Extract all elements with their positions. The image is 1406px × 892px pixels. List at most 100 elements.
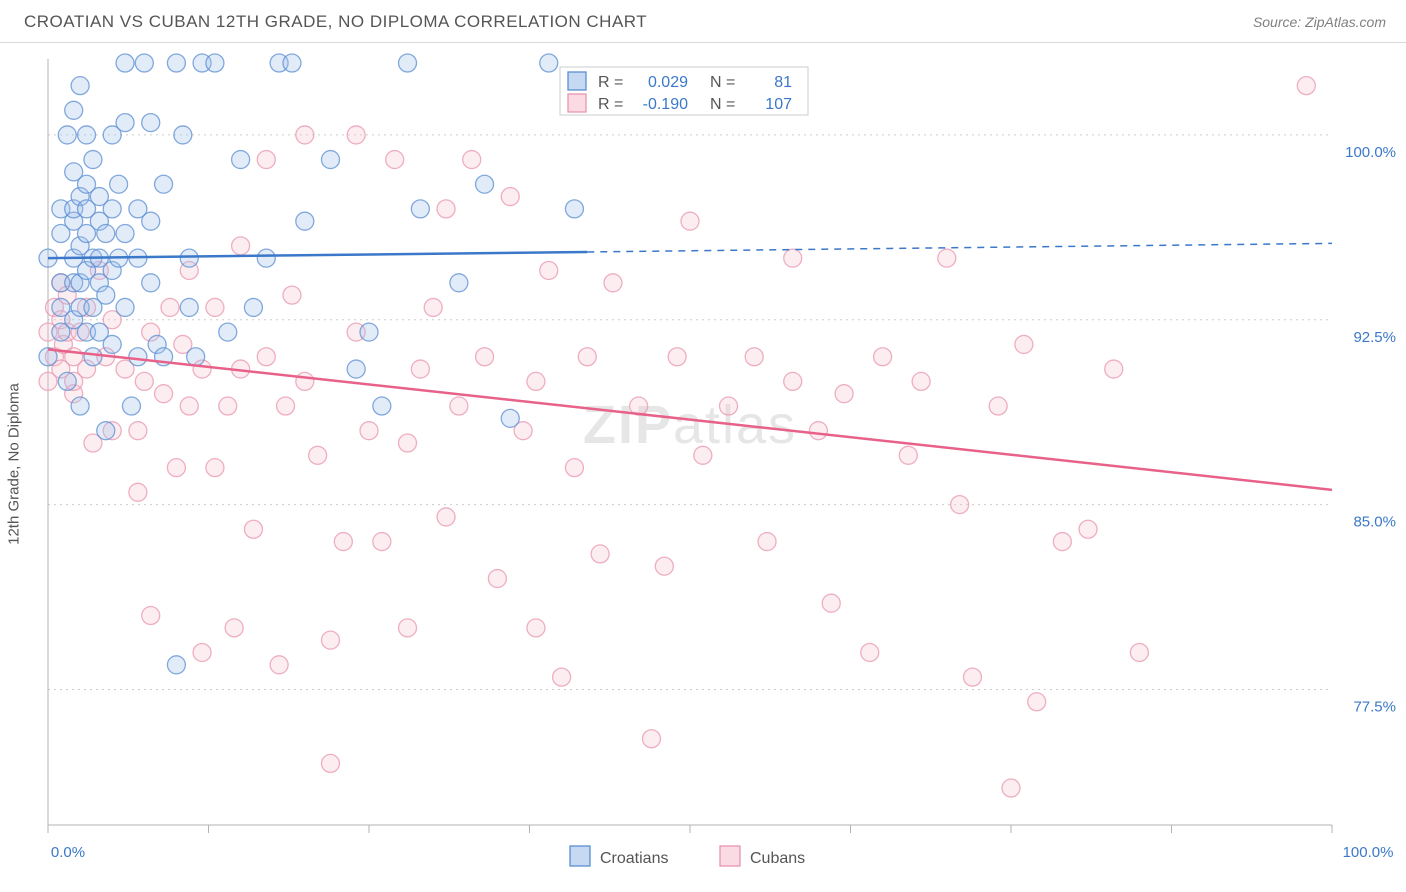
legend-series-label: Cubans	[750, 850, 805, 867]
cubans-point	[180, 397, 198, 415]
legend-swatch	[570, 846, 590, 866]
chart-title: CROATIAN VS CUBAN 12TH GRADE, NO DIPLOMA…	[24, 12, 647, 32]
watermark: ZIPatlas	[583, 395, 797, 455]
cubans-point	[899, 446, 917, 464]
croatians-point	[257, 249, 275, 267]
chart-source: Source: ZipAtlas.com	[1253, 14, 1386, 30]
croatians-point	[142, 212, 160, 230]
croatians-point	[103, 200, 121, 218]
cubans-point	[1028, 693, 1046, 711]
cubans-point	[476, 348, 494, 366]
croatians-point	[58, 372, 76, 390]
croatians-point	[142, 114, 160, 132]
legend-r-label: R =	[598, 74, 623, 91]
cubans-point	[334, 533, 352, 551]
croatians-point	[135, 54, 153, 72]
legend-swatch	[568, 94, 586, 112]
cubans-point	[257, 151, 275, 169]
croatians-point	[296, 212, 314, 230]
croatians-point	[174, 126, 192, 144]
cubans-point	[321, 754, 339, 772]
croatians-point	[97, 225, 115, 243]
legend-r-value: 0.029	[648, 74, 688, 91]
y-tick-label: 85.0%	[1353, 514, 1396, 531]
cubans-point	[411, 360, 429, 378]
legend-n-value: 107	[765, 96, 792, 113]
cubans-point	[135, 372, 153, 390]
cubans-point	[193, 643, 211, 661]
cubans-point	[206, 298, 224, 316]
legend-n-label: N =	[710, 74, 735, 91]
cubans-point	[437, 200, 455, 218]
croatians-point	[71, 397, 89, 415]
croatians-point	[501, 409, 519, 427]
cubans-point	[861, 643, 879, 661]
croatians-point	[116, 114, 134, 132]
legend-swatch	[568, 72, 586, 90]
cubans-point	[655, 557, 673, 575]
croatians-point	[399, 54, 417, 72]
croatians-point	[142, 274, 160, 292]
cubans-point	[553, 668, 571, 686]
cubans-point	[1053, 533, 1071, 551]
croatians-point	[167, 54, 185, 72]
cubans-point	[578, 348, 596, 366]
cubans-trendline	[48, 349, 1332, 489]
cubans-point	[1015, 335, 1033, 353]
cubans-point	[347, 126, 365, 144]
cubans-point	[989, 397, 1007, 415]
cubans-point	[450, 397, 468, 415]
croatians-point	[373, 397, 391, 415]
croatians-point	[155, 175, 173, 193]
cubans-point	[1130, 643, 1148, 661]
x-tick-label: 100.0%	[1343, 844, 1394, 861]
croatians-point	[476, 175, 494, 193]
cubans-point	[129, 483, 147, 501]
croatians-point	[283, 54, 301, 72]
croatians-point	[116, 225, 134, 243]
croatians-point	[110, 175, 128, 193]
y-tick-label: 100.0%	[1345, 144, 1396, 161]
cubans-point	[309, 446, 327, 464]
cubans-point	[463, 151, 481, 169]
cubans-point	[604, 274, 622, 292]
legend-n-value: 81	[774, 74, 792, 91]
croatians-point	[122, 397, 140, 415]
cubans-point	[283, 286, 301, 304]
croatians-point	[565, 200, 583, 218]
croatians-point	[116, 54, 134, 72]
croatians-point	[180, 298, 198, 316]
cubans-point	[758, 533, 776, 551]
cubans-point	[167, 459, 185, 477]
cubans-point	[784, 372, 802, 390]
cubans-point	[488, 570, 506, 588]
y-axis-label: 12th Grade, No Diploma	[6, 383, 23, 545]
cubans-point	[206, 459, 224, 477]
cubans-point	[155, 385, 173, 403]
croatians-point	[180, 249, 198, 267]
croatians-point	[84, 151, 102, 169]
croatians-point	[103, 335, 121, 353]
cubans-point	[399, 434, 417, 452]
cubans-point	[129, 422, 147, 440]
croatians-point	[65, 101, 83, 119]
croatians-point	[129, 348, 147, 366]
cubans-point	[1079, 520, 1097, 538]
cubans-point	[437, 508, 455, 526]
legend-r-label: R =	[598, 96, 623, 113]
cubans-point	[257, 348, 275, 366]
cubans-point	[874, 348, 892, 366]
cubans-point	[321, 631, 339, 649]
legend-n-label: N =	[710, 96, 735, 113]
scatter-chart: 77.5%85.0%92.5%100.0%0.0%100.0%ZIPatlasR…	[0, 43, 1406, 885]
y-tick-label: 92.5%	[1353, 329, 1396, 346]
cubans-point	[1105, 360, 1123, 378]
cubans-point	[565, 459, 583, 477]
croatians-point	[219, 323, 237, 341]
cubans-point	[642, 730, 660, 748]
cubans-point	[540, 261, 558, 279]
croatians-point	[78, 126, 96, 144]
cubans-point	[277, 397, 295, 415]
series-legend: CroatiansCubans	[570, 846, 805, 867]
chart-area: 12th Grade, No Diploma 77.5%85.0%92.5%10…	[0, 43, 1406, 885]
